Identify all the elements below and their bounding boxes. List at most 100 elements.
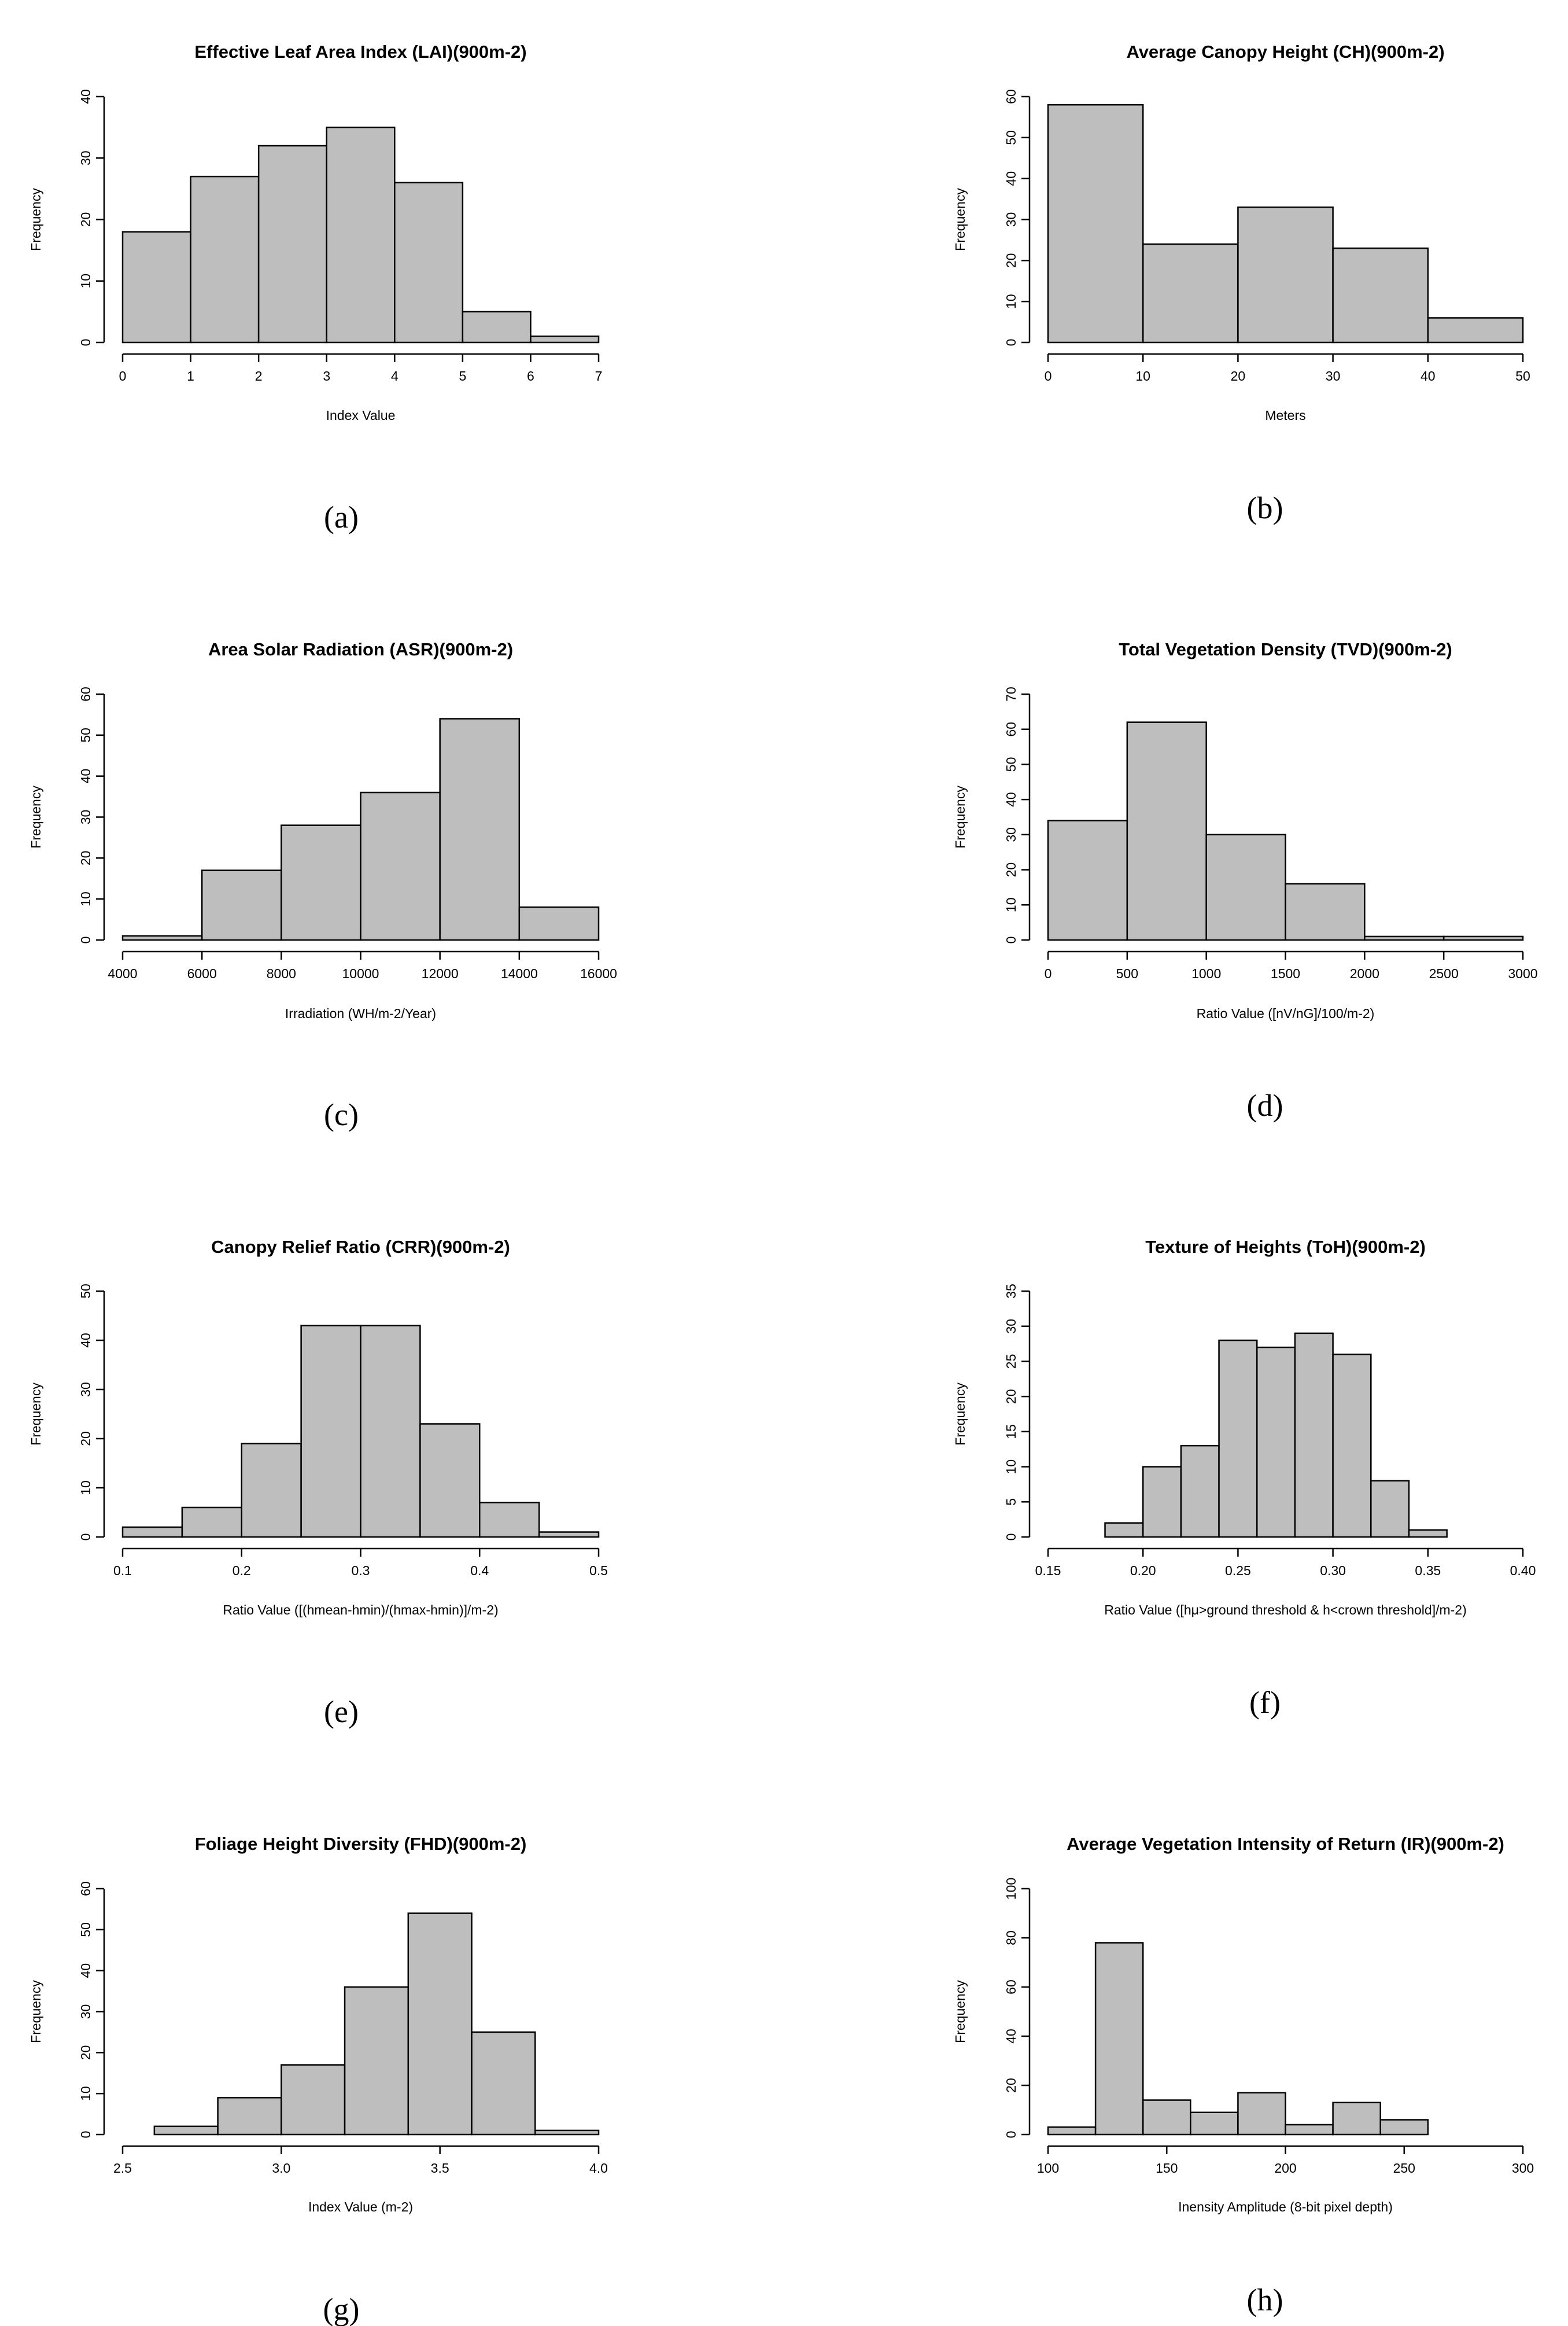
- histogram-bar: [1332, 2102, 1381, 2136]
- histogram-bar: [1142, 243, 1239, 344]
- x-tick-label: 10: [1135, 368, 1150, 384]
- histogram-panel-e: Canopy Relief Ratio (CRR)(900m-2) 0.1 0.2 0…: [28, 1237, 608, 1729]
- histogram-bar: [1442, 935, 1524, 941]
- histogram-bar: [1047, 820, 1128, 941]
- y-tick-label: 20: [1003, 862, 1019, 878]
- histogram-bar: [1408, 1529, 1448, 1538]
- histogram-panel-d: Total Vegetation Density (TVD)(900m-2) 0 5…: [953, 639, 1538, 1123]
- y-tick-label: 30: [78, 150, 93, 165]
- histogram-bar: [190, 175, 260, 344]
- histogram-bar: [300, 1325, 361, 1538]
- chart-title: Average Vegetation Intensity of Return (…: [1067, 1834, 1504, 1854]
- x-axis-label: Inensity Amplitude (8-bit pixel depth): [1178, 2199, 1393, 2214]
- x-tick-label: 30: [1326, 368, 1341, 384]
- histogram-panel-c: Area Solar Radiation (ASR)(900m-2) 4000 60…: [28, 639, 617, 1132]
- y-tick-label: 40: [78, 89, 93, 104]
- y-tick-label: 0: [78, 339, 93, 346]
- histogram-bar: [281, 2064, 346, 2136]
- y-tick-label: 50: [78, 728, 93, 743]
- y-tick-label: 40: [78, 769, 93, 784]
- histogram-bar: [1370, 1480, 1410, 1538]
- y-tick-label: 30: [78, 2004, 93, 2019]
- histogram-bar: [241, 1443, 302, 1538]
- chart-title: Texture of Heights (ToH)(900m-2): [1145, 1237, 1426, 1257]
- x-tick-label: 0.35: [1415, 1563, 1441, 1578]
- histogram-bar: [360, 791, 441, 941]
- y-tick-label: 40: [78, 1333, 93, 1348]
- y-tick-label: 20: [1003, 2078, 1019, 2093]
- histogram-bar: [1104, 1522, 1144, 1538]
- histogram-bar: [326, 126, 396, 344]
- y-tick-label: 40: [1003, 2029, 1019, 2044]
- y-tick-label: 0: [1003, 937, 1019, 944]
- histogram-bar: [121, 935, 203, 941]
- histogram-bar: [1427, 317, 1524, 344]
- y-axis-label: Frequency: [953, 188, 968, 251]
- x-tick-label: 6000: [187, 966, 217, 981]
- y-tick-label: 100: [1003, 1878, 1019, 1900]
- y-axis-label: Frequency: [28, 188, 43, 251]
- y-tick-label: 20: [78, 212, 93, 227]
- histogram-bar: [407, 1912, 473, 2136]
- histogram-bar: [121, 231, 191, 344]
- histogram-bar: [217, 2097, 282, 2136]
- histogram-bar: [1142, 2099, 1191, 2136]
- chart-title: Area Solar Radiation (ASR)(900m-2): [208, 639, 513, 659]
- y-tick-label: 40: [1003, 171, 1019, 186]
- y-tick-label: 0: [1003, 339, 1019, 346]
- x-tick-label: 0: [119, 368, 127, 384]
- histogram-bar: [257, 145, 327, 344]
- histogram-bar: [471, 2031, 536, 2136]
- x-tick-label: 40: [1421, 368, 1436, 384]
- chart-title: Foliage Height Diversity (FHD)(900m-2): [195, 1834, 527, 1854]
- x-tick-label: 12000: [422, 966, 459, 981]
- x-tick-label: 0.1: [113, 1563, 132, 1578]
- x-tick-label: 7: [595, 368, 603, 384]
- y-tick-label: 60: [78, 1881, 93, 1896]
- panel-caption: (h): [1247, 2283, 1283, 2317]
- x-tick-label: 2000: [1350, 966, 1379, 981]
- y-tick-label: 10: [1003, 1459, 1019, 1475]
- x-tick-label: 2500: [1429, 966, 1459, 981]
- y-tick-label: 30: [1003, 212, 1019, 227]
- histogram-bar: [1285, 2124, 1334, 2136]
- y-tick-label: 10: [1003, 294, 1019, 309]
- x-tick-label: 300: [1512, 2161, 1534, 2176]
- y-tick-label: 60: [1003, 89, 1019, 104]
- x-tick-label: 0.40: [1510, 1563, 1536, 1578]
- histogram-bar: [201, 869, 282, 941]
- y-tick-label: 15: [1003, 1424, 1019, 1439]
- y-axis-label: Frequency: [28, 786, 43, 849]
- y-tick-label: 20: [1003, 1389, 1019, 1404]
- histogram-bar: [1237, 2092, 1286, 2136]
- panel-caption: (e): [324, 1694, 359, 1729]
- histogram-bar: [530, 336, 600, 344]
- y-tick-label: 80: [1003, 1930, 1019, 1945]
- y-tick-label: 50: [78, 1922, 93, 1937]
- histogram-bar: [1285, 883, 1366, 941]
- y-tick-label: 10: [78, 2086, 93, 2101]
- y-tick-label: 0: [78, 937, 93, 944]
- y-tick-label: 30: [78, 1382, 93, 1397]
- y-tick-label: 0: [78, 1534, 93, 1541]
- x-tick-label: 500: [1116, 966, 1138, 981]
- histogram-bar: [1218, 1339, 1258, 1538]
- x-axis-label: Ratio Value ([hμ>ground threshold & h<cr…: [1104, 1602, 1467, 1617]
- x-tick-label: 20: [1231, 368, 1246, 384]
- histogram-bar: [1364, 935, 1445, 941]
- histogram-bar: [153, 2125, 219, 2136]
- chart-title: Canopy Relief Ratio (CRR)(900m-2): [211, 1237, 510, 1257]
- y-axis-label: Frequency: [953, 786, 968, 849]
- x-tick-label: 3.5: [431, 2161, 449, 2176]
- x-tick-label: 3000: [1508, 966, 1537, 981]
- panel-caption: (f): [1249, 1685, 1281, 1720]
- y-tick-label: 60: [1003, 722, 1019, 737]
- histogram-bar: [534, 2129, 600, 2136]
- y-tick-label: 60: [1003, 1980, 1019, 1995]
- histogram-bar: [479, 1502, 540, 1538]
- y-tick-label: 10: [78, 274, 93, 289]
- histogram-bar: [1205, 834, 1286, 941]
- histogram-bar: [1332, 1354, 1372, 1538]
- histogram-bar: [419, 1423, 481, 1538]
